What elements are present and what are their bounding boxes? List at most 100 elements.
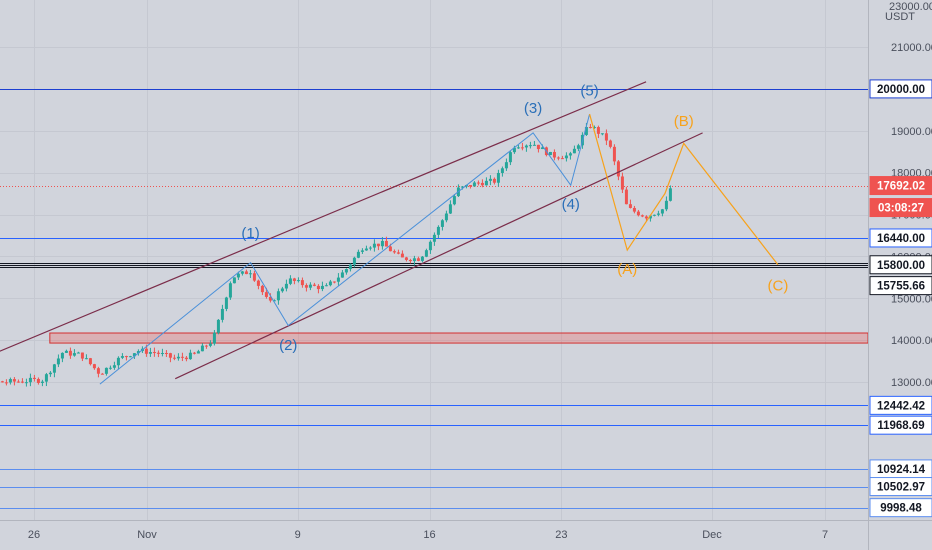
current-price-badge-box [869,176,932,196]
candle-body [248,273,252,275]
wave-label: (4) [562,196,580,213]
wave-label: (B) [674,113,694,130]
support-zone-rect [49,332,869,344]
candle-body [368,247,372,249]
candle-body [292,278,296,281]
candle-body [612,146,616,162]
candle-body [312,284,316,286]
candle-body [340,272,344,278]
level-price-badge-box [869,276,932,296]
candle-body [644,216,648,219]
candle-body [128,356,132,358]
y-tick-label: 15000.00 [891,293,932,305]
candle-body [256,280,260,286]
candle-body [380,240,384,247]
candle-body [448,204,452,214]
candle-body [84,358,88,360]
level-price-badge: 15800.00 [877,260,925,272]
candle-body [192,352,196,354]
candle-body [56,358,60,365]
candle-body [44,374,48,382]
level-price-badge: 10502.97 [877,482,925,494]
candle-body [476,182,480,184]
candle-body [212,332,216,344]
candle-body [428,241,432,251]
wave-label: (2) [279,337,297,354]
wave-label: (A) [617,261,637,278]
candle-body [272,300,276,302]
candle-body [416,258,420,261]
candle-body [112,365,116,368]
candle-body [492,178,496,183]
candle-body [144,348,148,354]
candle-body [372,243,376,248]
candle-body [152,352,156,354]
candle-body [260,285,264,293]
y-tick-label: 19000.00 [891,126,932,138]
candle-body [32,377,36,379]
candle-body [488,178,492,181]
candle-body [92,364,96,369]
candle-body [276,291,280,301]
level-price-badge-box [869,477,932,497]
current-price-badge: 17692.02 [877,181,925,193]
y-tick-label: 21000.00 [891,42,932,54]
channel-line-0 [0,81,647,352]
time-axis[interactable]: 26 Nov 9 16 23 Dec 7 [28,529,828,541]
candle-body [608,140,612,147]
candle-body [352,257,356,265]
candle-body [528,145,532,147]
candle-body [236,273,240,278]
candle-body [324,285,328,287]
candle-body [404,257,408,260]
candle-body [620,176,624,190]
candle-body [252,273,256,281]
candle-body [628,204,632,208]
candle-body [316,285,320,290]
countdown-badge-box [869,198,932,218]
level-price-badge: 12442.42 [877,400,925,412]
candle-body [468,185,472,187]
candle-body [20,381,24,383]
candle-body [64,350,68,353]
candle-body [440,220,444,227]
candle-body [96,368,100,374]
candle-body [184,357,188,360]
candle-body [636,211,640,216]
candle-body [648,215,652,219]
candle-body [116,357,120,366]
candle-body [424,250,428,257]
candle-body [652,214,656,216]
candle-body [516,147,520,149]
x-tick-label: 26 [28,529,40,541]
candle-body [296,280,300,282]
candle-body [304,285,308,288]
candle-body [332,281,336,283]
candle-body [268,296,272,301]
level-price-badge-box [869,498,932,518]
candle-body [656,213,660,215]
x-tick-label: 7 [822,529,828,541]
candle-body [592,127,596,129]
candle-body [552,151,556,158]
wave-labels-layer: (1) (2) (3) (4) (5) (A) (B) (C) [241,83,788,355]
candle-body [388,246,392,252]
candle-body [80,352,84,359]
candle-body [444,213,448,221]
candle-body [28,377,32,383]
candle-body [216,319,220,333]
candle-body [668,188,672,201]
candle-body [280,288,284,292]
correction-wave-path [589,113,779,266]
candle-body [392,251,396,253]
candle-body [244,271,248,275]
candle-body [408,259,412,262]
candle-body [452,196,456,205]
candle-body [164,353,168,355]
candle-body [556,157,560,159]
candle-body [208,343,212,346]
candle-body [48,372,52,375]
wave-label: (5) [580,83,598,100]
